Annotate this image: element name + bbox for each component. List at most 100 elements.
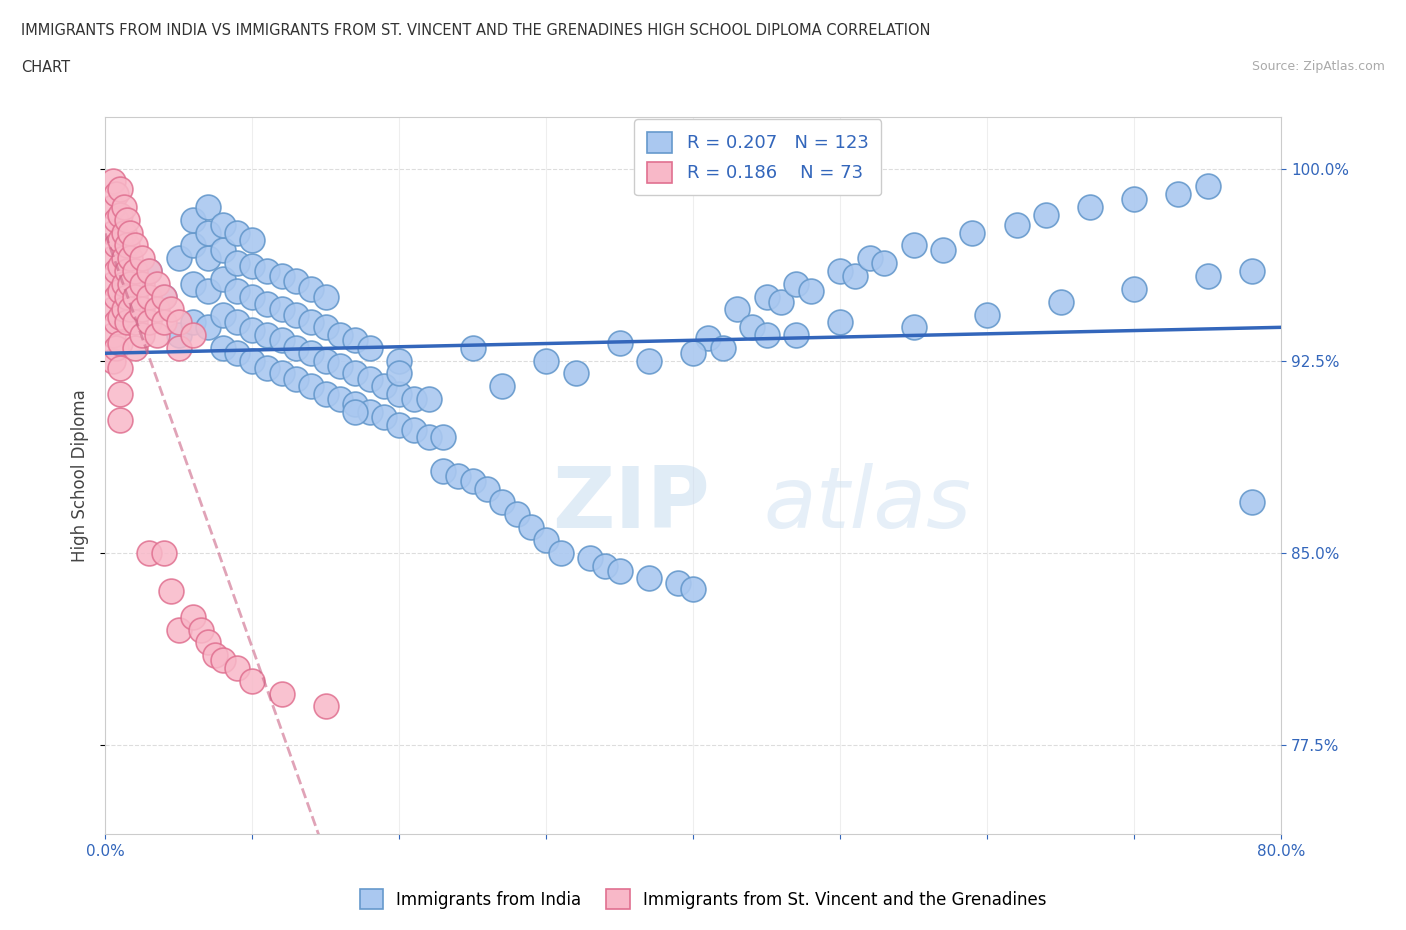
Point — [101, 225, 124, 240]
Point — [240, 289, 263, 304]
Point — [256, 361, 278, 376]
Point — [197, 225, 219, 240]
Point — [329, 358, 352, 373]
Point — [315, 320, 337, 335]
Text: IMMIGRANTS FROM INDIA VS IMMIGRANTS FROM ST. VINCENT AND THE GRENADINES HIGH SCH: IMMIGRANTS FROM INDIA VS IMMIGRANTS FROM… — [21, 23, 931, 38]
Point — [609, 335, 631, 350]
Point — [285, 273, 308, 288]
Point — [108, 284, 131, 299]
Point — [138, 314, 160, 329]
Point — [101, 302, 124, 317]
Point — [124, 263, 146, 278]
Point — [534, 533, 557, 548]
Point — [696, 330, 718, 345]
Point — [329, 392, 352, 406]
Point — [359, 371, 381, 386]
Point — [344, 333, 367, 348]
Point — [101, 353, 124, 368]
Point — [138, 289, 160, 304]
Point — [461, 340, 484, 355]
Point — [388, 387, 411, 402]
Point — [373, 409, 395, 424]
Point — [204, 647, 226, 662]
Point — [226, 256, 249, 271]
Point — [211, 272, 233, 286]
Point — [388, 418, 411, 432]
Point — [104, 263, 127, 278]
Point — [131, 276, 153, 291]
Point — [104, 212, 127, 227]
Point — [124, 276, 146, 291]
Point — [124, 340, 146, 355]
Point — [270, 302, 292, 317]
Point — [183, 276, 205, 291]
Point — [197, 635, 219, 650]
Point — [844, 269, 866, 284]
Point — [226, 225, 249, 240]
Point — [167, 340, 190, 355]
Point — [101, 276, 124, 291]
Legend: Immigrants from India, Immigrants from St. Vincent and the Grenadines: Immigrants from India, Immigrants from S… — [352, 881, 1054, 917]
Point — [550, 545, 572, 560]
Point — [226, 284, 249, 299]
Point — [160, 302, 183, 317]
Point — [858, 251, 880, 266]
Point — [785, 276, 807, 291]
Point — [117, 314, 139, 329]
Point — [315, 699, 337, 714]
Point — [112, 200, 135, 215]
Point — [402, 422, 425, 437]
Point — [240, 673, 263, 688]
Text: CHART: CHART — [21, 60, 70, 75]
Point — [609, 564, 631, 578]
Point — [131, 302, 153, 317]
Point — [211, 340, 233, 355]
Point — [101, 200, 124, 215]
Point — [534, 353, 557, 368]
Point — [682, 581, 704, 596]
Point — [1078, 200, 1101, 215]
Point — [160, 584, 183, 599]
Point — [256, 263, 278, 278]
Point — [299, 282, 322, 297]
Point — [112, 276, 135, 291]
Point — [830, 314, 852, 329]
Point — [167, 251, 190, 266]
Point — [638, 353, 661, 368]
Text: ZIP: ZIP — [553, 463, 710, 546]
Point — [1197, 179, 1219, 193]
Point — [104, 238, 127, 253]
Point — [183, 609, 205, 624]
Point — [976, 307, 998, 322]
Point — [101, 174, 124, 189]
Point — [299, 346, 322, 361]
Point — [256, 327, 278, 342]
Point — [1035, 207, 1057, 222]
Point — [124, 314, 146, 329]
Point — [120, 225, 142, 240]
Point — [124, 289, 146, 304]
Point — [285, 340, 308, 355]
Point — [344, 366, 367, 381]
Point — [183, 212, 205, 227]
Point — [962, 225, 984, 240]
Point — [112, 251, 135, 266]
Point — [120, 251, 142, 266]
Point — [593, 558, 616, 573]
Point — [830, 263, 852, 278]
Point — [447, 469, 470, 484]
Point — [153, 314, 176, 329]
Point — [108, 310, 131, 325]
Point — [491, 379, 513, 393]
Point — [668, 576, 690, 591]
Point — [270, 269, 292, 284]
Point — [270, 333, 292, 348]
Point — [226, 346, 249, 361]
Point — [240, 323, 263, 338]
Point — [112, 225, 135, 240]
Point — [190, 622, 212, 637]
Point — [197, 320, 219, 335]
Point — [785, 327, 807, 342]
Point — [520, 520, 543, 535]
Point — [770, 294, 793, 309]
